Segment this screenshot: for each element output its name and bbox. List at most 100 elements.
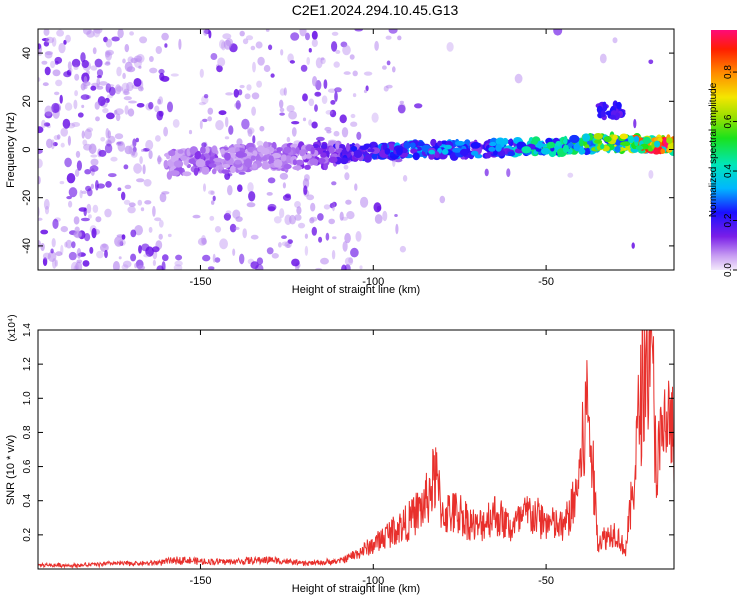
noise-speckle xyxy=(332,201,335,212)
noise-speckle xyxy=(339,114,347,124)
noise-speckle xyxy=(271,253,279,259)
signal-point xyxy=(170,154,179,163)
noise-speckle xyxy=(81,130,85,139)
signal-point xyxy=(200,146,206,155)
noise-speckle xyxy=(259,125,265,132)
noise-speckle xyxy=(50,60,56,69)
noise-speckle xyxy=(222,33,232,40)
noise-speckle xyxy=(148,101,154,110)
signal-point xyxy=(268,155,274,163)
signal-point xyxy=(584,147,591,155)
signal-point xyxy=(168,150,176,157)
noise-speckle xyxy=(394,214,398,217)
noise-speckle xyxy=(38,176,41,185)
noise-speckle xyxy=(290,32,300,41)
signal-point xyxy=(211,145,218,154)
noise-speckle xyxy=(96,250,104,259)
noise-speckle xyxy=(216,65,223,73)
signal-point xyxy=(633,136,640,143)
noise-speckle xyxy=(65,34,71,43)
signal-point xyxy=(169,170,180,177)
noise-speckle xyxy=(71,122,81,127)
noise-speckle xyxy=(331,249,336,260)
noise-speckle xyxy=(311,226,317,236)
x-tick-label: -50 xyxy=(538,276,554,288)
noise-speckle xyxy=(95,216,102,223)
signal-point xyxy=(295,146,300,155)
noise-speckle xyxy=(114,236,124,247)
noise-speckle xyxy=(122,260,132,268)
noise-speckle xyxy=(273,216,282,224)
noise-speckle xyxy=(342,44,351,56)
signal-point xyxy=(250,155,256,161)
noise-speckle xyxy=(143,179,152,187)
noise-speckle xyxy=(354,29,363,32)
noise-speckle xyxy=(279,88,286,96)
noise-speckle xyxy=(250,234,259,240)
noise-speckle xyxy=(75,261,83,270)
noise-speckle xyxy=(43,41,50,47)
noise-speckle xyxy=(83,207,87,217)
noise-speckle xyxy=(284,214,292,226)
noise-speckle xyxy=(136,178,145,183)
noise-speckle xyxy=(71,241,76,249)
signal-point xyxy=(535,143,546,148)
noise-speckle xyxy=(64,102,73,111)
noise-speckle xyxy=(251,92,260,100)
noise-speckle xyxy=(124,145,133,155)
signal-point xyxy=(502,137,509,145)
noise-speckle xyxy=(68,200,73,208)
noise-speckle xyxy=(64,157,72,168)
signal-point xyxy=(600,144,605,150)
noise-speckle xyxy=(102,243,107,248)
noise-speckle xyxy=(225,92,234,96)
noise-speckle xyxy=(43,198,50,210)
noise-speckle xyxy=(228,125,234,135)
noise-speckle xyxy=(329,203,335,209)
noise-speckle xyxy=(333,61,340,68)
noise-speckle xyxy=(62,118,71,129)
noise-speckle xyxy=(96,77,100,88)
noise-speckle xyxy=(286,105,295,113)
colorbar-tick-label: 0.4 xyxy=(723,164,734,178)
noise-speckle xyxy=(123,88,130,96)
noise-speckle xyxy=(308,98,315,107)
signal-point xyxy=(495,137,505,146)
noise-speckle xyxy=(202,118,208,123)
noise-speckle xyxy=(94,58,103,68)
noise-speckle xyxy=(140,207,145,212)
noise-speckle xyxy=(232,248,236,256)
noise-speckle xyxy=(74,90,78,97)
signal-point xyxy=(252,150,258,157)
noise-speckle xyxy=(316,136,325,142)
noise-speckle xyxy=(252,135,256,144)
noise-speckle xyxy=(446,42,454,52)
snr-y-axis-label: SNR (10 * v/v) xyxy=(5,435,17,505)
noise-speckle xyxy=(122,72,126,79)
noise-speckle xyxy=(599,53,607,64)
noise-speckle xyxy=(397,35,402,41)
noise-speckle xyxy=(648,59,654,65)
noise-speckle xyxy=(214,226,222,233)
signal-point xyxy=(428,149,436,155)
noise-speckle xyxy=(311,121,318,129)
noise-speckle xyxy=(148,226,153,233)
spectrogram-y-axis-label: Frequency (Hz) xyxy=(5,112,17,188)
signal-point xyxy=(263,141,269,149)
noise-speckle xyxy=(167,101,173,113)
noise-speckle xyxy=(152,246,160,253)
noise-speckle xyxy=(202,29,209,36)
colorbar-label: Normalized spectral amplitude xyxy=(708,82,719,217)
noise-speckle xyxy=(299,29,307,37)
noise-speckle xyxy=(414,103,423,109)
noise-speckle xyxy=(294,214,302,221)
noise-speckle xyxy=(38,240,41,248)
noise-speckle xyxy=(52,69,61,77)
noise-speckle xyxy=(308,48,312,53)
signal-point xyxy=(371,153,378,160)
signal-point xyxy=(619,133,629,140)
noise-speckle xyxy=(136,53,145,63)
noise-speckle xyxy=(134,55,143,62)
noise-speckle xyxy=(59,94,63,104)
noise-speckle xyxy=(225,116,229,128)
